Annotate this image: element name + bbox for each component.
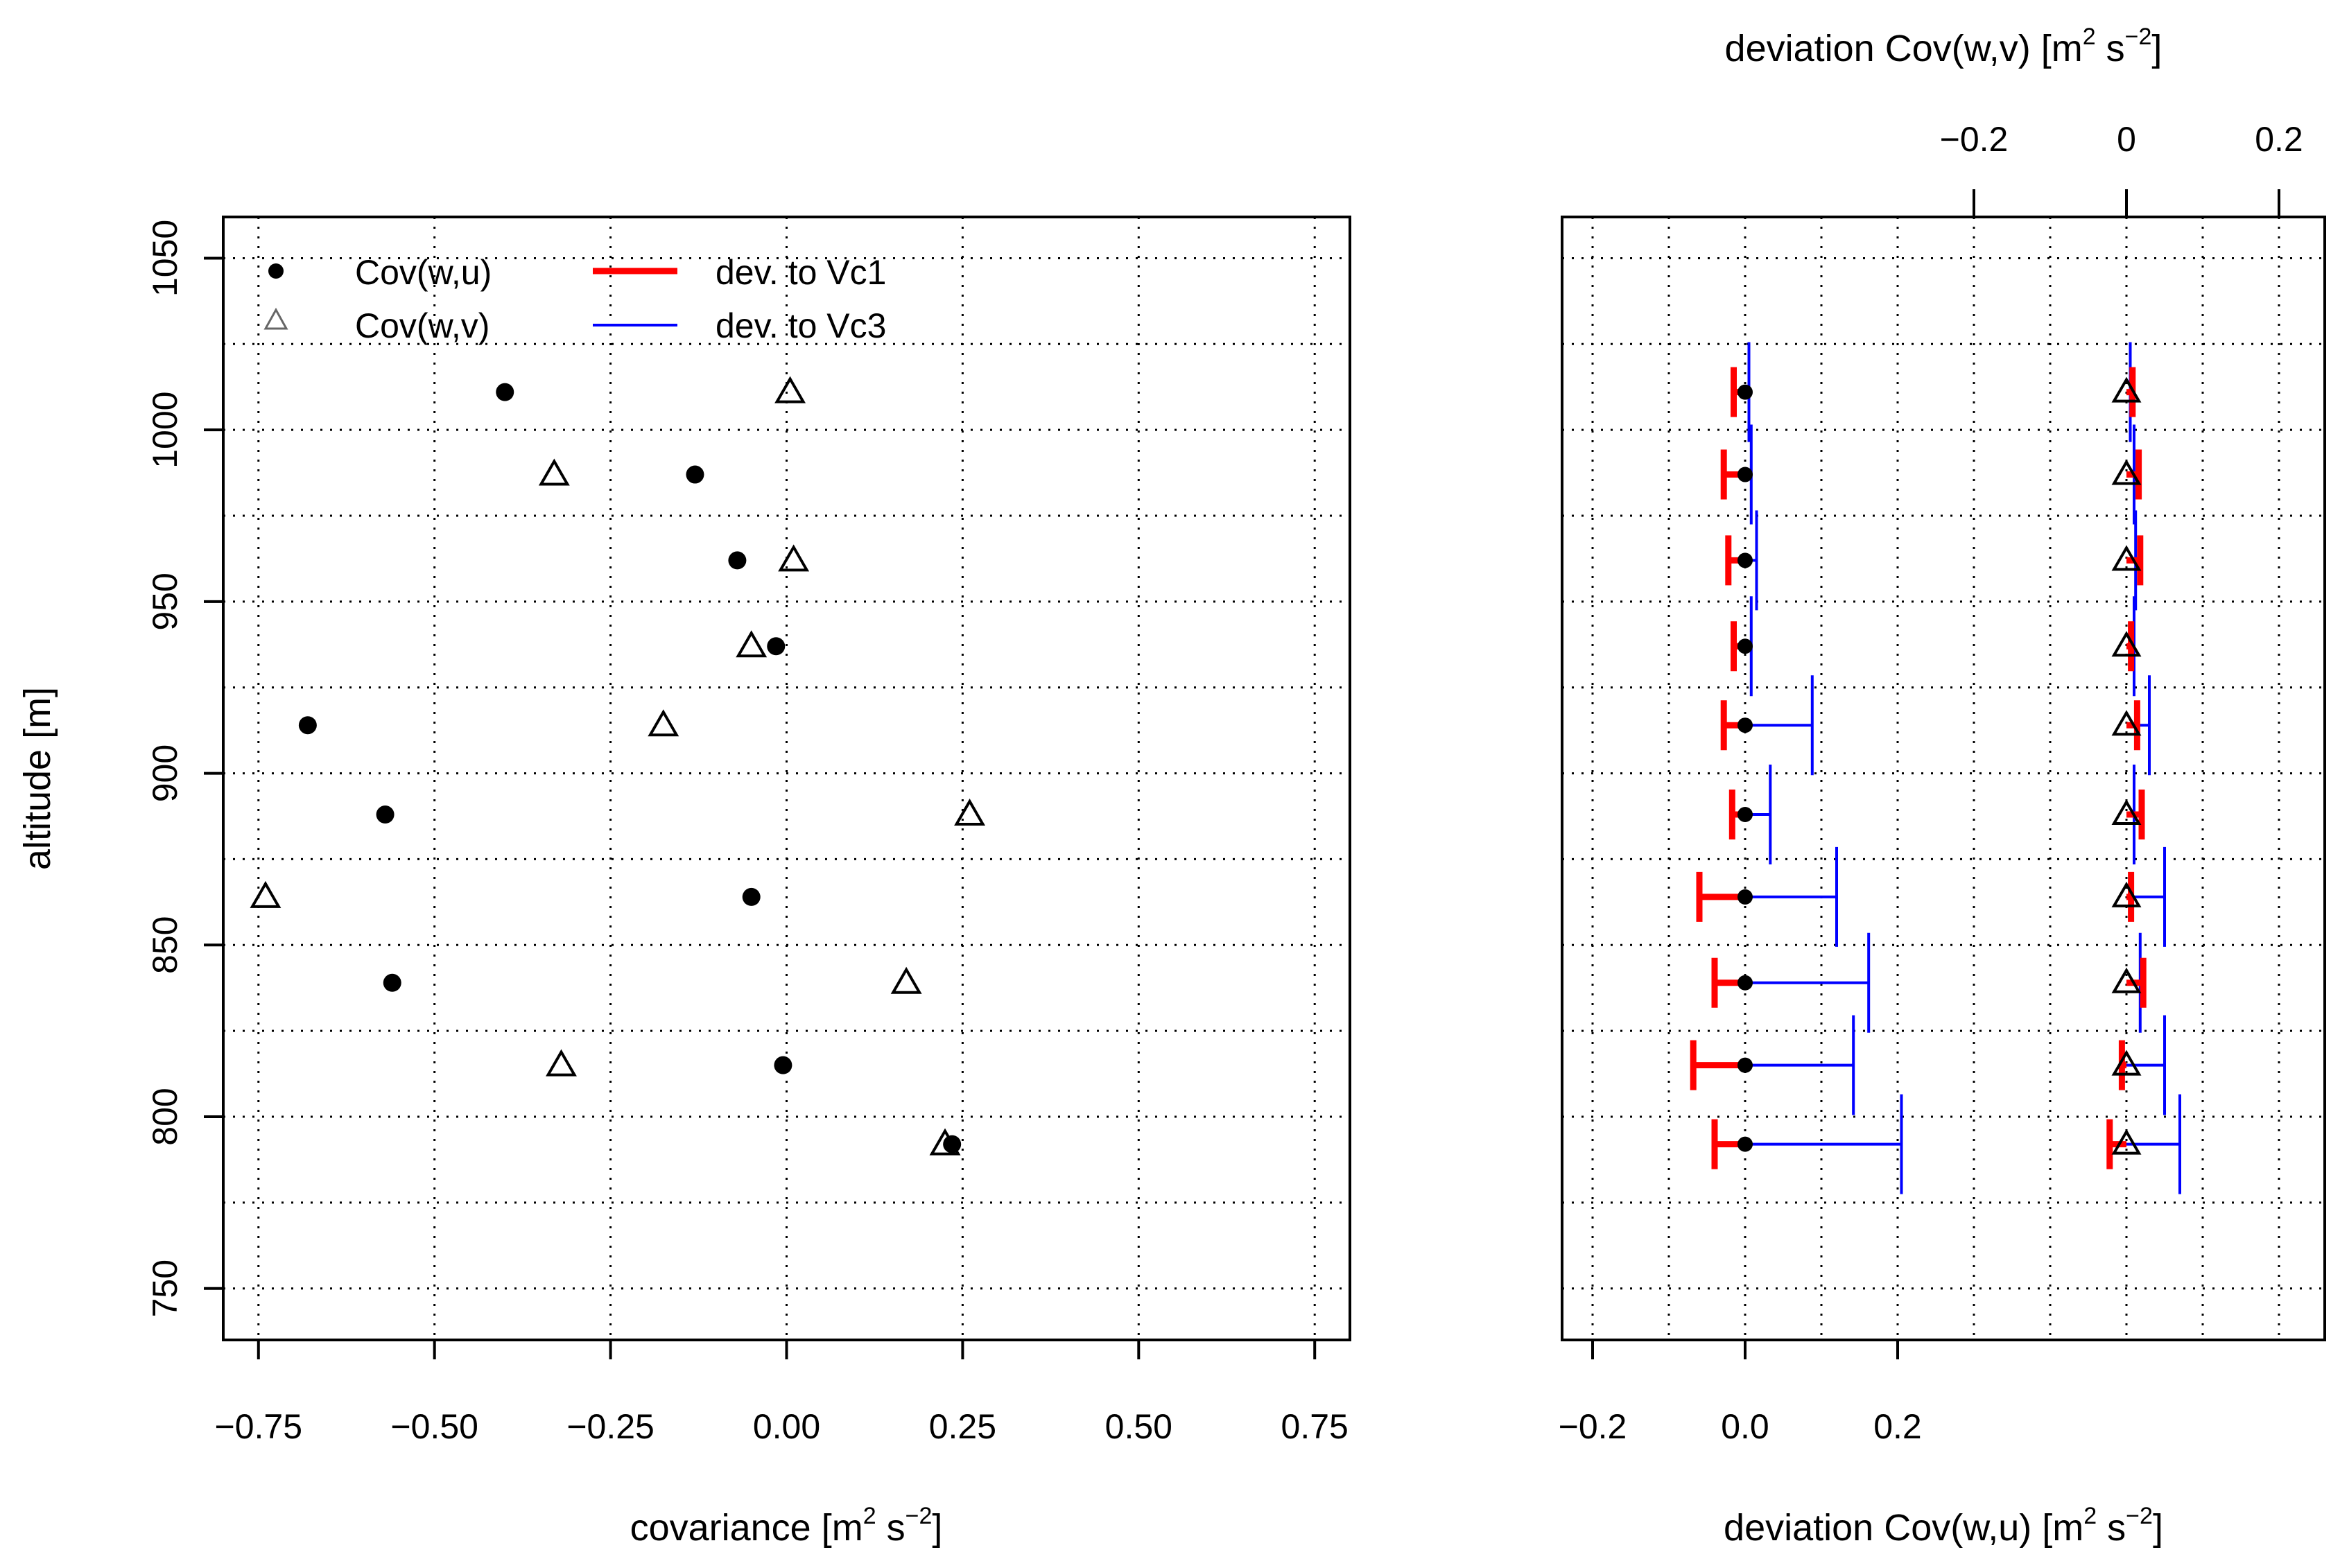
bottom-tick-label: −0.2 (1559, 1407, 1627, 1446)
x-tick-label: 0.75 (1281, 1407, 1349, 1446)
point-cov-wv (929, 1128, 961, 1156)
top-tick-label: −0.2 (1940, 120, 2009, 159)
legend-label-vc1: dev. to Vc1 (716, 253, 886, 292)
legend-label-cov-wu: Cov(w,u) (355, 253, 492, 292)
legend-circle-marker (268, 263, 284, 279)
left-x-axis-label: covariance [m2 s−2] (630, 1503, 943, 1549)
point-cov-wu (376, 805, 395, 824)
y-tick-label: 950 (146, 573, 184, 630)
x-tick-label: −0.75 (215, 1407, 303, 1446)
point-cov-wu (496, 383, 514, 401)
right-grid (1562, 217, 2325, 1340)
x-tick-label: 0.00 (753, 1407, 820, 1446)
legend-triangle-marker (263, 307, 288, 330)
point-dev-cov-wv (2111, 967, 2142, 993)
point-dev-cov-wu (1737, 889, 1753, 905)
y-tick-label: 1000 (146, 392, 184, 469)
point-dev-cov-wu (1737, 1057, 1753, 1073)
left-y-axis: 750 800 850 900 950 1000 1050 (146, 220, 223, 1317)
point-dev-cov-wv (2111, 710, 2142, 736)
point-dev-cov-wv (2111, 881, 2142, 907)
point-cov-wv (954, 799, 986, 826)
right-bottom-axis-label: deviation Cov(w,u) [m2 s−2] (1724, 1503, 2163, 1549)
point-cov-wu (298, 716, 317, 735)
point-dev-cov-wv (2111, 376, 2142, 403)
point-dev-cov-wu (1737, 975, 1753, 991)
top-tick-label: 0.2 (2255, 120, 2303, 159)
point-cov-wv (546, 1049, 577, 1077)
right-data-points (1737, 376, 2142, 1155)
point-cov-wv (778, 544, 810, 572)
legend: Cov(w,u) Cov(w,v) dev. to Vc1 dev. to Vc… (263, 253, 886, 345)
right-top-axis: −0.2 0 0.2 (1940, 120, 2303, 217)
point-cov-wu (742, 887, 761, 906)
point-cov-wu (383, 973, 401, 992)
bottom-tick-label: 0.2 (1873, 1407, 1922, 1446)
point-dev-cov-wu (1737, 717, 1753, 733)
left-panel-covariance: −0.75 −0.50 −0.25 0.00 0.25 0.50 0.75 750 800 85… (17, 216, 1351, 1549)
x-tick-label: −0.25 (566, 1407, 655, 1446)
bottom-tick-label: 0.0 (1721, 1407, 1769, 1446)
point-cov-wv (538, 458, 570, 486)
point-dev-cov-wu (1737, 467, 1753, 482)
point-cov-wv (250, 880, 281, 908)
point-dev-cov-wv (2111, 1049, 2142, 1076)
right-top-axis-label: deviation Cov(w,v) [m2 s−2] (1725, 24, 2163, 69)
y-tick-label: 750 (146, 1260, 184, 1317)
y-tick-label: 1050 (146, 220, 184, 297)
point-cov-wu (774, 1056, 792, 1074)
left-y-axis-label: altitude [m] (17, 687, 58, 870)
x-tick-label: 0.25 (929, 1407, 996, 1446)
point-cov-wv (890, 966, 922, 994)
point-dev-cov-wu (1737, 638, 1753, 654)
left-data-points (250, 376, 986, 1156)
point-dev-cov-wu (1737, 552, 1753, 568)
y-tick-label: 800 (146, 1088, 184, 1145)
y-tick-label: 900 (146, 744, 184, 802)
point-cov-wv (736, 630, 768, 658)
left-grid (223, 217, 1350, 1340)
point-dev-cov-wv (2111, 1129, 2142, 1155)
point-dev-cov-wv (2111, 545, 2142, 571)
legend-label-vc3: dev. to Vc3 (716, 306, 886, 345)
point-dev-cov-wv (2111, 459, 2142, 485)
right-plot-frame (1561, 216, 2326, 1341)
x-tick-label: −0.50 (390, 1407, 478, 1446)
point-cov-wv (774, 376, 806, 403)
point-dev-cov-wv (2111, 799, 2142, 826)
top-tick-label: 0 (2117, 120, 2136, 159)
point-cov-wv (648, 709, 679, 737)
legend-label-cov-wv: Cov(w,v) (355, 306, 489, 345)
right-error-bars (1690, 342, 2181, 1194)
point-cov-wu (686, 465, 704, 484)
right-bottom-axis: −0.2 0.0 0.2 (1559, 1340, 1922, 1446)
point-cov-wu (728, 551, 747, 570)
point-cov-wu (767, 637, 786, 656)
x-tick-label: 0.50 (1105, 1407, 1172, 1446)
point-dev-cov-wu (1737, 807, 1753, 823)
point-dev-cov-wu (1737, 1136, 1753, 1152)
left-x-axis: −0.75 −0.50 −0.25 0.00 0.25 0.50 0.75 (215, 1340, 1349, 1446)
point-dev-cov-wv (2111, 631, 2142, 657)
point-dev-cov-wu (1737, 384, 1753, 400)
right-panel-deviation: −0.2 0.0 0.2 −0.2 0 0.2 deviation Cov(w,u) [… (1559, 24, 2326, 1549)
y-tick-label: 850 (146, 916, 184, 974)
